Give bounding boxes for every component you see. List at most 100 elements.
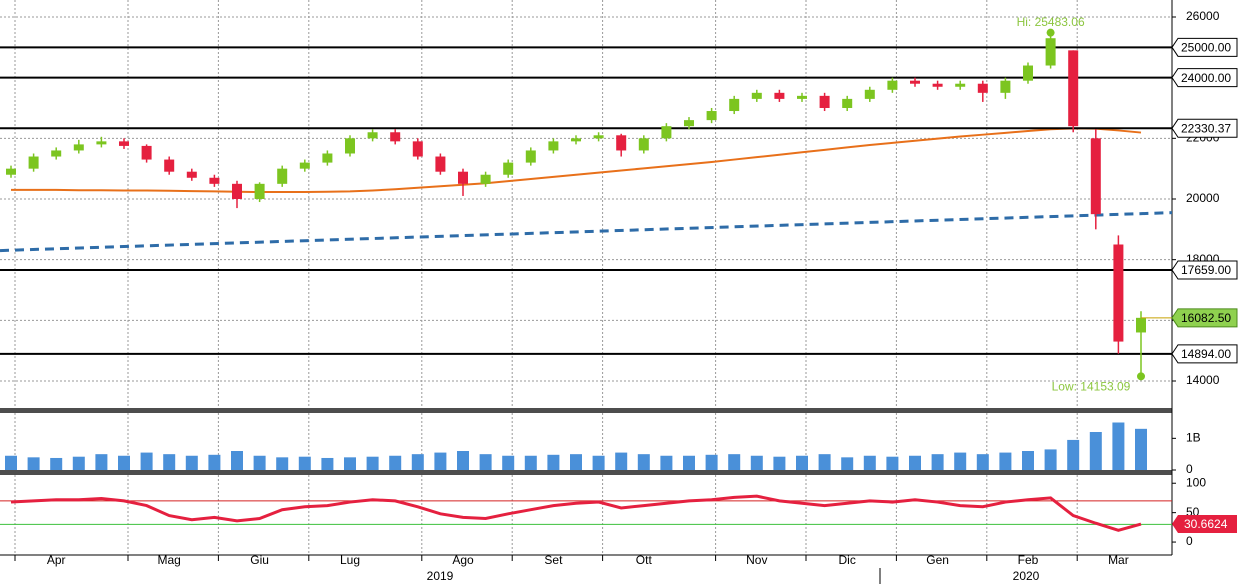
y-tick-label: 14000 <box>1186 373 1220 387</box>
level-badge <box>1171 344 1238 364</box>
candle-body <box>73 144 84 151</box>
candle-body <box>232 183 242 199</box>
x-tick-label: Nov <box>746 553 767 567</box>
x-tick-label: Ott <box>636 553 653 567</box>
candle-body <box>638 138 649 151</box>
volume-bar <box>185 455 198 470</box>
volume-bar <box>389 455 402 470</box>
candle-body <box>525 150 536 163</box>
volume-bar <box>1089 432 1102 470</box>
low-marker <box>1137 372 1145 381</box>
candle-body <box>458 171 468 184</box>
candle-body <box>390 132 401 142</box>
volume-bar <box>1044 449 1057 470</box>
volume-bar <box>276 457 289 470</box>
candle-body <box>616 135 627 151</box>
candle-body <box>684 120 694 127</box>
volume-bar <box>592 455 605 470</box>
volume-bar <box>434 452 447 470</box>
candle-body <box>1023 65 1033 81</box>
candle-body <box>842 98 853 108</box>
level-badge <box>1171 118 1238 138</box>
volume-bar <box>457 451 469 470</box>
moving-average <box>11 127 1142 194</box>
volume-bar <box>547 454 560 470</box>
volume-bar <box>750 455 763 470</box>
volume-bar <box>728 454 741 470</box>
candle-body <box>254 183 265 199</box>
high-marker <box>1046 28 1055 37</box>
high-annotation: Hi: 25483.06 <box>1017 15 1085 29</box>
volume-bar <box>298 456 311 470</box>
last-price-badge <box>1171 308 1238 328</box>
volume-bar <box>1067 439 1080 470</box>
year-label: 2020 <box>1013 569 1040 583</box>
x-tick-label: Mag <box>158 553 181 567</box>
volume-bar <box>479 454 492 470</box>
volume-bar <box>773 456 786 470</box>
x-tick-label: Giu <box>250 553 269 567</box>
panel-separator <box>0 470 1172 475</box>
candle-body <box>864 89 875 99</box>
candle-body <box>164 159 175 172</box>
volume-bar <box>886 456 899 470</box>
level-badge <box>1171 68 1238 88</box>
volume-bar <box>1112 422 1125 470</box>
volume-bar <box>660 455 673 470</box>
volume-bar <box>208 454 221 470</box>
rsi-badge <box>1172 515 1237 534</box>
candle-body <box>322 153 333 163</box>
volume-bar <box>366 456 379 470</box>
candle-body <box>412 141 423 157</box>
volume-bar <box>344 457 356 470</box>
volume-bar <box>72 456 85 470</box>
volume-bar <box>909 455 921 470</box>
volume-bar <box>931 454 944 470</box>
candle-body <box>503 162 514 175</box>
volume-bar <box>796 455 808 470</box>
volume-bar <box>163 454 176 470</box>
candle-body <box>819 95 830 108</box>
y-tick-label: 100 <box>1186 475 1206 489</box>
volume-bar <box>253 455 266 470</box>
volume-bar <box>637 454 650 470</box>
x-tick-label: Lug <box>340 553 360 567</box>
x-tick-label: Mar <box>1108 553 1129 567</box>
candle-body <box>1068 50 1079 127</box>
candle-body <box>345 138 355 154</box>
x-tick-label: Apr <box>47 553 66 567</box>
volume-bar <box>1022 451 1034 470</box>
volume-bar <box>841 457 854 470</box>
candle-body <box>887 80 898 90</box>
y-tick-label: 20000 <box>1186 191 1220 205</box>
last-price-label: 16082.50 <box>1181 311 1231 325</box>
candle-body <box>1113 244 1124 342</box>
candle-body <box>955 83 966 87</box>
candle-body <box>6 168 16 175</box>
volume-bar <box>976 454 989 470</box>
volume-bar <box>524 455 537 470</box>
volume-bar <box>1135 428 1147 470</box>
candle-body <box>729 98 740 112</box>
candle-body <box>977 83 988 93</box>
candle-body <box>141 145 152 160</box>
volume-bar <box>321 457 334 470</box>
candle-body <box>1045 38 1056 66</box>
volume-bar <box>411 454 424 470</box>
candle-body <box>571 138 581 142</box>
x-tick-label: Gen <box>926 553 949 567</box>
volume-bar <box>818 454 831 470</box>
candle-body <box>548 141 559 151</box>
candle-body <box>299 162 310 169</box>
x-tick-label: Set <box>544 553 563 567</box>
rsi-value-label: 30.6624 <box>1184 517 1228 531</box>
candle-body <box>209 177 220 184</box>
candle-body <box>277 168 288 184</box>
volume-bar <box>231 451 243 470</box>
volume-bar <box>118 455 130 470</box>
candle-body <box>96 141 107 145</box>
x-tick-label: Ago <box>452 553 474 567</box>
y-tick-label: 1B <box>1186 431 1201 445</box>
candle-body <box>593 135 604 139</box>
